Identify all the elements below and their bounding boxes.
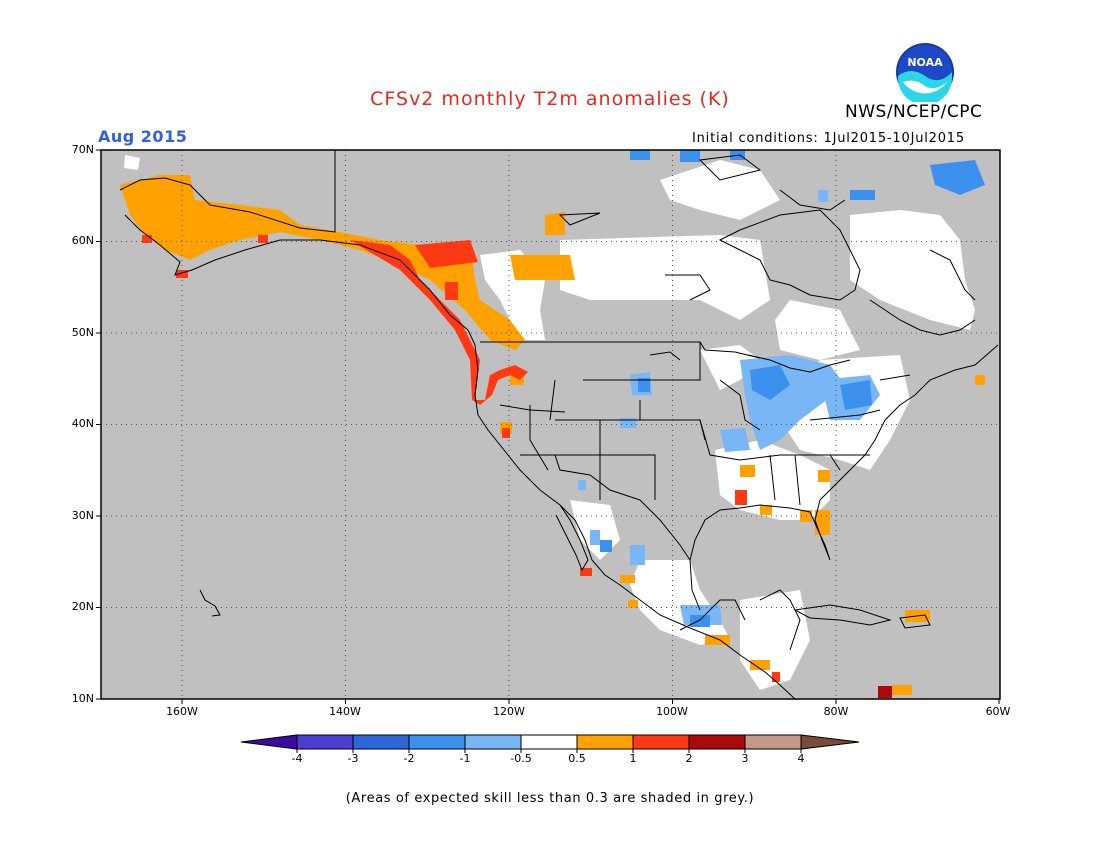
colorbar-swatch <box>464 734 522 750</box>
lon-label-60w: 60W <box>985 705 1011 718</box>
lat-label-70n: 70N <box>71 143 94 156</box>
colorbar-swatch <box>296 734 354 750</box>
initial-conditions: Initial conditions: 1Jul2015-10Jul2015 <box>692 131 965 146</box>
lon-label-160w: 160W <box>166 705 198 718</box>
colorbar-ticks <box>296 749 802 753</box>
colorbar-label: -1 <box>459 752 471 765</box>
lat-label-10n: 10N <box>71 692 94 705</box>
lat-label-60n: 60N <box>71 234 94 247</box>
organization-label: NWS/NCEP/CPC <box>845 102 983 122</box>
very-warm-areas <box>878 686 892 698</box>
colorbar-label: 1 <box>629 752 637 765</box>
colorbar-label: 3 <box>741 752 749 765</box>
colorbar-label: 0.5 <box>568 752 586 765</box>
colorbar-label: -2 <box>403 752 415 765</box>
map-title: CFSv2 monthly T2m anomalies (K) <box>370 88 730 110</box>
colorbar-arrow-high <box>800 734 860 750</box>
lat-label-40n: 40N <box>71 417 94 430</box>
colorbar-swatch <box>632 734 690 750</box>
colorbar-swatch <box>688 734 746 750</box>
moderate-cool-areas <box>600 150 985 627</box>
lon-label-100w: 100W <box>656 705 688 718</box>
lon-label-80w: 80W <box>823 705 849 718</box>
lat-label-50n: 50N <box>71 326 94 339</box>
forecast-month: Aug 2015 <box>98 127 188 146</box>
noaa-logo: NOAA <box>896 43 954 102</box>
colorbar-swatch <box>744 734 802 750</box>
coastlines <box>119 150 999 699</box>
skill-note: (Areas of expected skill less than 0.3 a… <box>345 791 755 806</box>
colorbar-arrow-low <box>240 734 298 750</box>
political-borders <box>480 341 911 561</box>
colorbar-swatch <box>520 734 578 750</box>
colorbar-label: -4 <box>291 752 303 765</box>
logo-text: NOAA <box>907 56 943 69</box>
lon-label-140w: 140W <box>329 705 361 718</box>
lat-label-20n: 20N <box>71 600 94 613</box>
lat-label-30n: 30N <box>71 509 94 522</box>
colorbar-swatch <box>576 734 634 750</box>
colorbar-swatches <box>240 734 860 750</box>
anomaly-field <box>120 150 985 698</box>
colorbar-swatch <box>352 734 410 750</box>
neutral-anomaly-areas <box>124 155 975 690</box>
colorbar-label: 2 <box>685 752 693 765</box>
colorbar-swatch <box>408 734 466 750</box>
axis-ticks <box>96 149 1000 704</box>
strong-warm-areas <box>142 235 780 682</box>
colorbar-label: 4 <box>797 752 805 765</box>
lon-label-120w: 120W <box>493 705 525 718</box>
colorbar-label: -0.5 <box>510 752 532 765</box>
colorbar-label: -3 <box>347 752 359 765</box>
